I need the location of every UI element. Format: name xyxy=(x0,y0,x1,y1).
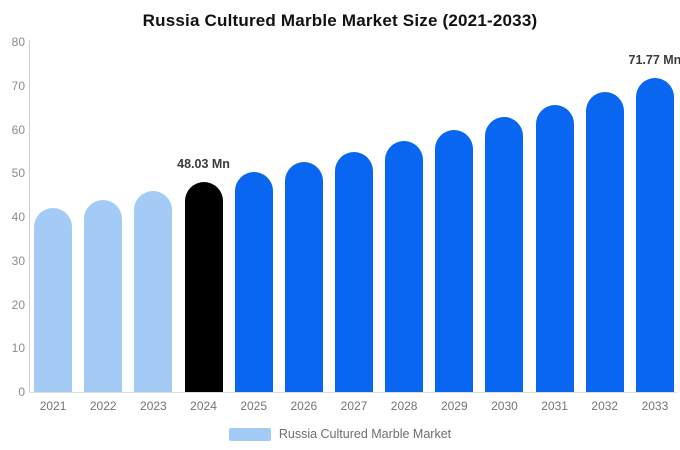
bar-2030[interactable] xyxy=(485,117,524,392)
y-axis-label: 40 xyxy=(11,210,25,224)
bar-2033[interactable] xyxy=(635,78,674,392)
bar-2023[interactable] xyxy=(134,191,173,392)
bar-2029[interactable] xyxy=(435,129,474,392)
legend-swatch xyxy=(228,427,271,441)
bar-2021[interactable] xyxy=(34,208,73,392)
x-axis-line xyxy=(29,392,677,393)
y-axis-label: 0 xyxy=(18,385,25,399)
x-axis-label: 2026 xyxy=(290,399,318,413)
bar-2031[interactable] xyxy=(535,105,574,392)
x-axis-label: 2030 xyxy=(491,399,518,413)
x-axis-label: 2029 xyxy=(440,399,468,413)
x-axis-label: 2031 xyxy=(541,399,568,413)
y-axis-label: 60 xyxy=(11,122,25,137)
y-axis-label: 10 xyxy=(11,341,25,356)
x-axis-label: 2021 xyxy=(39,399,67,413)
bar-2025[interactable] xyxy=(234,172,273,392)
chart-title: Russia Cultured Marble Market Size (2021… xyxy=(142,11,538,30)
bar-2026[interactable] xyxy=(284,162,323,392)
x-axis-label: 2032 xyxy=(591,399,619,413)
data-label-2024: 48.03 Mn xyxy=(177,156,230,171)
x-axis-label: 2022 xyxy=(89,399,117,413)
x-axis-label: 2033 xyxy=(641,399,669,413)
x-axis-label: 2025 xyxy=(240,399,268,413)
legend-label: Russia Cultured Marble Market xyxy=(278,427,452,441)
legend-item[interactable]: Russia Cultured Marble Market xyxy=(0,425,680,443)
x-axis-label: 2027 xyxy=(340,399,368,413)
y-axis-line xyxy=(29,40,30,392)
y-axis-label: 30 xyxy=(11,253,25,268)
bar-2032[interactable] xyxy=(585,91,624,392)
x-axis-label: 2024 xyxy=(190,399,217,413)
x-axis-label: 2028 xyxy=(390,399,418,413)
bar-2028[interactable] xyxy=(385,140,424,392)
data-label-2033: 71.77 Mn xyxy=(628,53,680,67)
y-axis-label: 50 xyxy=(11,166,25,181)
y-axis-label: 70 xyxy=(11,78,25,93)
bar-2024[interactable] xyxy=(184,181,223,392)
y-axis-label: 20 xyxy=(11,297,25,312)
bar-2022[interactable] xyxy=(84,199,123,392)
x-axis-label: 2023 xyxy=(140,399,167,413)
bar-2027[interactable] xyxy=(335,151,373,392)
y-axis-label: 80 xyxy=(11,35,25,49)
